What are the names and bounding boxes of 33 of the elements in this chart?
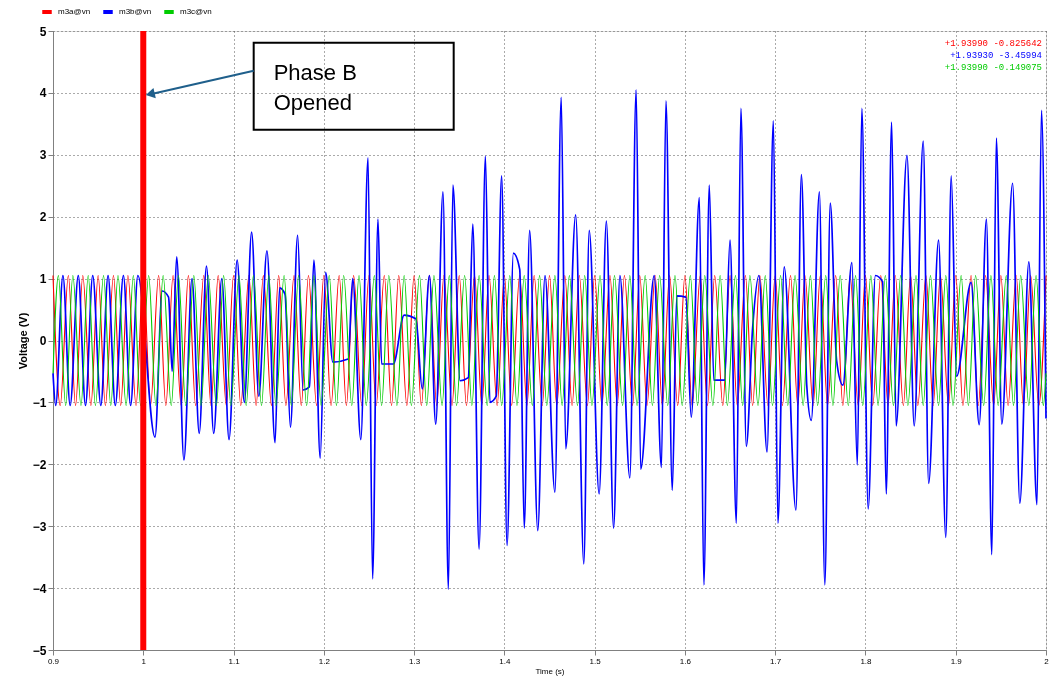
x-tick-label: 1.4 — [499, 656, 511, 666]
annotation: +1.93990 -0.825642 — [944, 39, 1042, 49]
y-tick-label: −3 — [32, 519, 47, 534]
y-tick-label: 5 — [39, 24, 47, 39]
annotation: Phase B Opened — [273, 59, 357, 115]
legend-label: m3c@vn — [180, 7, 212, 16]
x-tick-label: 0.9 — [47, 656, 60, 666]
line-series — [52, 88, 1047, 591]
y-tick-label: −5 — [32, 643, 47, 658]
y-tick-label: 0 — [39, 334, 47, 348]
y-tick-label: −4 — [32, 581, 47, 596]
x-tick-label: 1.2 — [318, 656, 331, 666]
x-tick-label: 2 — [1044, 656, 1050, 666]
x-tick-label: 1.3 — [409, 656, 421, 666]
y-tick-label: −2 — [32, 457, 47, 472]
x-tick-label: 1.9 — [950, 656, 963, 666]
y-tick-label: −1 — [32, 395, 47, 410]
legend-label: m3a@vn — [58, 7, 91, 16]
y-tick-label: 2 — [39, 210, 47, 225]
x-tick-label: 1.6 — [679, 656, 692, 666]
x-tick-label: 1 — [141, 656, 147, 666]
annotation: +1.93930 -3.45994 — [950, 51, 1042, 61]
y-tick-label: 3 — [39, 148, 47, 163]
x-axis-title: Time (s) — [535, 666, 565, 676]
y-axis-title: Voltage (V) — [16, 312, 29, 370]
legend-label: m3b@vn — [119, 7, 152, 16]
x-tick-label: 1.5 — [589, 656, 602, 666]
x-tick-label: 1.7 — [770, 656, 782, 666]
x-tick-label: 1.1 — [228, 656, 241, 666]
annotation: +1.93990 -0.149075 — [944, 63, 1042, 73]
y-tick-label: 4 — [39, 86, 47, 101]
y-tick-label: 1 — [39, 272, 47, 287]
x-tick-label: 1.8 — [860, 656, 873, 666]
